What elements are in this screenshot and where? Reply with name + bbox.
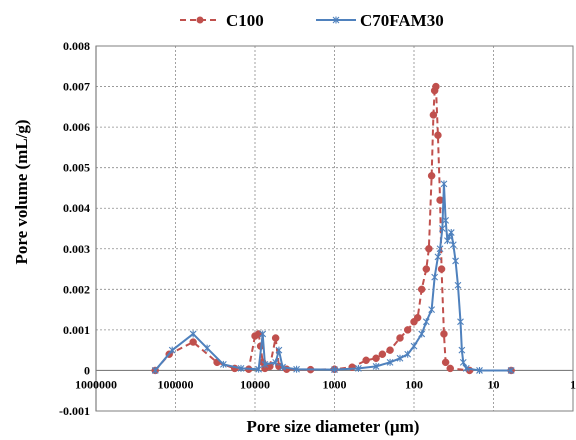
data-point [459,358,467,366]
data-point [168,346,176,354]
data-point [452,257,459,265]
data-point [427,172,436,180]
data-point [458,346,466,354]
data-point [437,265,446,273]
data-point [454,281,462,289]
tick-labels: -0.001 0 0.001 0.002 0.003 0.004 0.005 0.006 0.0… [59,39,576,418]
data-point [440,330,448,338]
x-axis-title: Pore size diameter (µm) [247,417,420,436]
data-point [331,366,338,374]
data-point [418,330,426,338]
data-point [429,111,438,119]
y-tick-label: 0.004 [63,201,90,215]
y-tick-label: 0.001 [63,323,90,337]
data-point [425,245,433,253]
data-point [417,285,426,294]
legend-marker [196,16,204,24]
data-point [275,346,283,354]
legend-label: C70FAM30 [360,11,444,30]
data-point [396,334,404,342]
legend-item-c70fam30: C70FAM30 [316,11,444,30]
data-point [293,365,300,373]
x-tick-label: 100 [405,377,423,391]
legend-marker [332,16,340,24]
x-tick-label: 1000000 [75,377,117,391]
data-point [386,346,394,354]
data-point [462,364,470,372]
data-point [436,245,444,253]
legend-item-c100: C100 [180,11,264,30]
data-point [413,313,422,322]
data-point [372,354,380,363]
data-point [428,306,436,314]
data-point [396,354,404,362]
y-tick-label: 0.003 [63,242,90,256]
y-tick-label: 0.007 [63,80,90,94]
x-tick-label: 10000 [240,377,270,391]
y-tick-label: 0.005 [63,161,90,175]
data-point [422,318,430,326]
y-axis-title: Pore volume (mL/g) [12,119,31,264]
data-point [255,365,263,373]
y-tick-label: 0.006 [63,120,90,134]
data-point [378,350,387,358]
data-point [271,334,280,342]
data-point [259,330,267,338]
data-point [438,225,446,232]
data-point [237,364,245,372]
data-point [432,82,440,91]
data-point [447,229,455,237]
x-tick-label: 10 [488,377,500,391]
legend-label: C100 [226,11,264,30]
data-point [386,358,394,366]
data-point [261,360,269,368]
data-point [355,364,362,372]
data-point [272,358,280,366]
x-tick-label: 1 [570,377,576,391]
data-point [279,363,286,371]
data-point [189,330,197,338]
data-point [431,273,439,281]
data-point [507,366,515,374]
data-point [203,344,211,352]
y-tick-label: -0.001 [59,404,90,418]
data-point [254,330,263,338]
data-point [434,253,442,261]
series-c70fam30 [151,180,515,374]
y-tick-label: 0.002 [63,282,90,296]
data-point [457,318,464,326]
series-layer [151,82,515,375]
x-tick-label: 100000 [158,377,194,391]
data-point [449,241,457,249]
data-point [403,326,412,334]
data-point [442,216,450,224]
data-point [434,131,442,139]
data-point [440,180,448,188]
data-point [422,265,431,273]
y-tick-label: 0.008 [63,39,90,53]
data-point [441,358,450,367]
data-point [476,366,483,374]
data-point [446,364,454,373]
data-point [151,366,159,374]
data-point [410,342,418,350]
data-point [372,362,380,370]
y-tick-label: 0 [84,363,90,377]
data-point [404,350,412,358]
legend: C100 C70FAM30 [180,11,444,30]
data-point [219,360,227,368]
data-point [189,338,197,346]
data-point [362,356,370,365]
x-tick-label: 1000 [323,377,347,391]
